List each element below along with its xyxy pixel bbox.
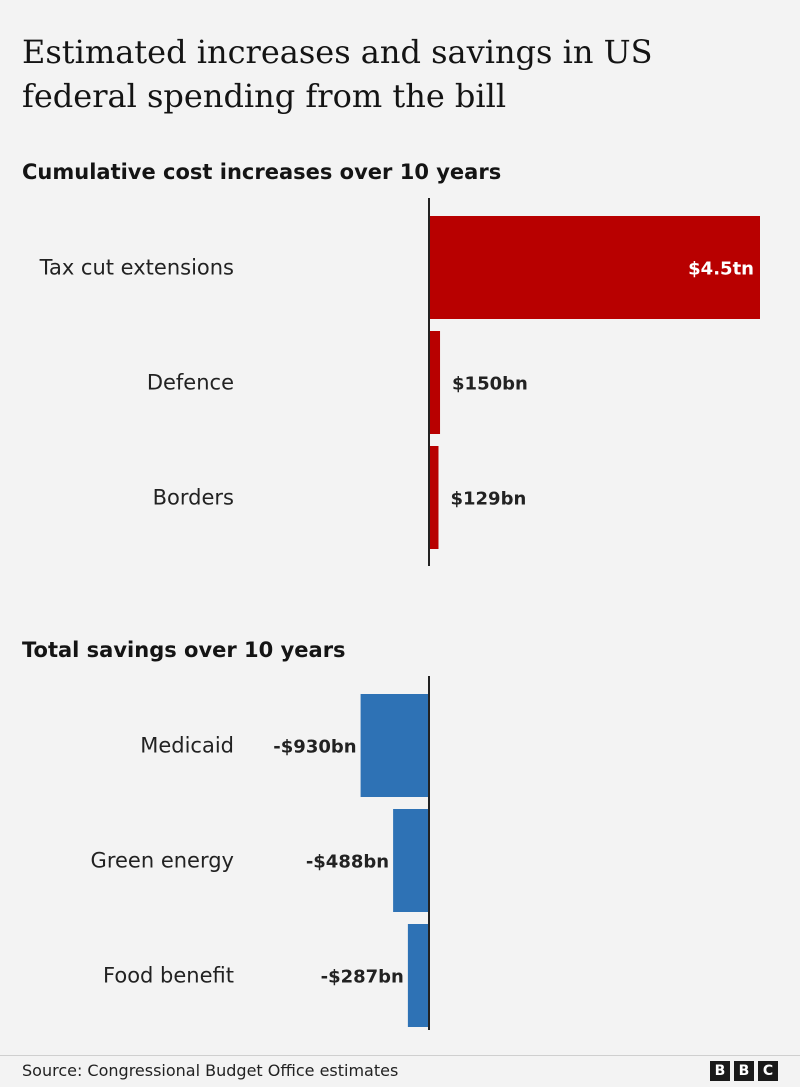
bar-chart: Tax cut extensions $4.5tn Defence $150bn Bor… bbox=[39, 198, 760, 1030]
data-label: $4.5tn bbox=[688, 259, 754, 280]
data-label: $150bn bbox=[452, 374, 528, 395]
data-label: -$488bn bbox=[306, 852, 389, 873]
data-label: -$287bn bbox=[321, 967, 404, 988]
source-note: Source: Congressional Budget Office esti… bbox=[22, 1061, 399, 1080]
bbc-logo: B B C bbox=[710, 1061, 778, 1081]
increase-bar bbox=[429, 331, 441, 434]
logo-letter: B bbox=[710, 1061, 730, 1081]
increases-section-title: Cumulative cost increases over 10 years bbox=[22, 160, 502, 184]
category-label: Borders bbox=[153, 486, 234, 510]
logo-letter: B bbox=[734, 1061, 754, 1081]
category-label: Defence bbox=[147, 371, 234, 395]
chart-title: Estimated increases and savings in US fe… bbox=[22, 33, 653, 115]
saving-bar bbox=[360, 694, 429, 797]
increase-bar bbox=[429, 446, 439, 549]
increase-bar bbox=[429, 216, 760, 319]
saving-bar bbox=[393, 809, 429, 912]
data-label: $129bn bbox=[450, 489, 526, 510]
saving-bar bbox=[407, 924, 429, 1027]
logo-letter: C bbox=[758, 1061, 778, 1081]
category-label: Green energy bbox=[91, 849, 234, 873]
savings-section-title: Total savings over 10 years bbox=[22, 638, 346, 662]
category-label: Medicaid bbox=[140, 734, 234, 758]
category-label: Tax cut extensions bbox=[39, 256, 234, 280]
footer-divider bbox=[0, 1055, 800, 1056]
category-label: Food benefit bbox=[103, 964, 234, 988]
data-label: -$930bn bbox=[273, 737, 356, 758]
